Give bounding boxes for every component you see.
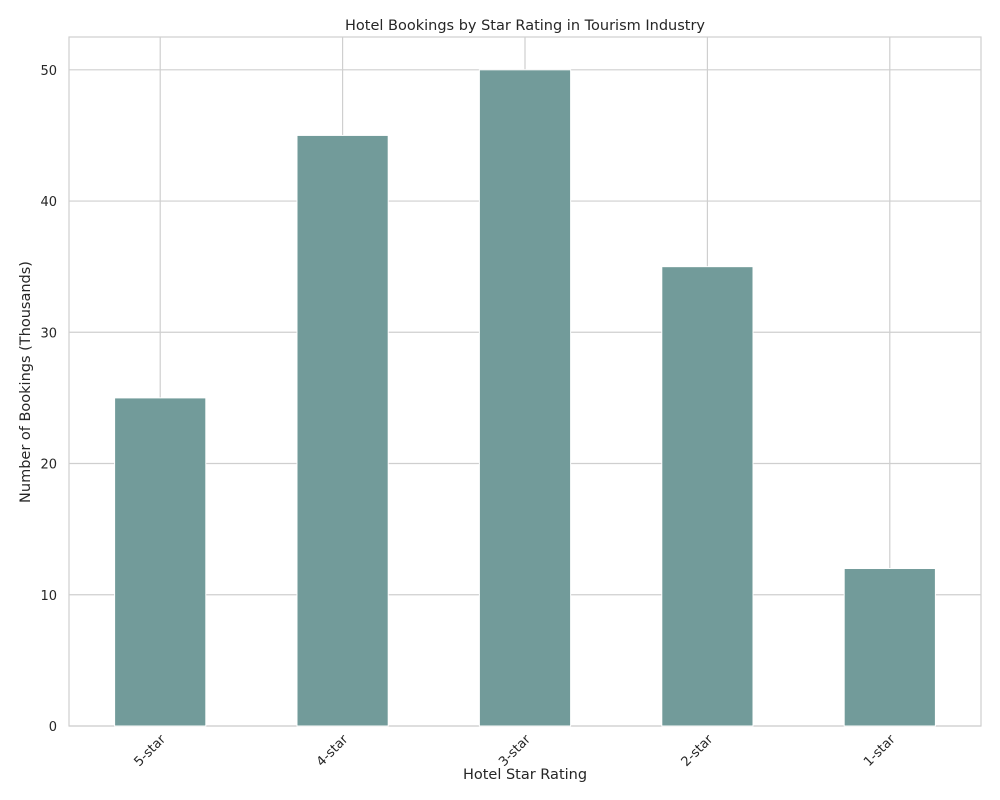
bar-3-star bbox=[478, 69, 572, 727]
y-tick-label: 20 bbox=[40, 458, 57, 473]
bars bbox=[114, 69, 936, 727]
x-tick-label: 4-star bbox=[314, 732, 352, 770]
x-tick-label: 3-star bbox=[496, 732, 534, 770]
y-axis-label: Number of Bookings (Thousands) bbox=[18, 261, 34, 503]
x-tick-label: 1-star bbox=[861, 732, 899, 770]
bar-4-star bbox=[296, 134, 389, 727]
x-axis-label: Hotel Star Rating bbox=[463, 767, 587, 783]
x-tick-labels: 5-star 4-star 3-star 2-star 1-star bbox=[131, 732, 899, 770]
bar-2-star bbox=[661, 266, 754, 727]
bar-5-star bbox=[114, 397, 207, 727]
y-tick-labels: 0 10 20 30 40 50 bbox=[40, 64, 57, 735]
y-tick-label: 30 bbox=[40, 326, 57, 341]
y-tick-label: 0 bbox=[49, 720, 57, 735]
y-tick-label: 50 bbox=[40, 64, 57, 79]
y-tick-label: 40 bbox=[40, 195, 57, 210]
x-tick-label: 2-star bbox=[679, 732, 717, 770]
x-tick-label: 5-star bbox=[131, 732, 169, 770]
chart-title: Hotel Bookings by Star Rating in Tourism… bbox=[345, 18, 705, 34]
y-tick-label: 10 bbox=[40, 589, 57, 604]
bar-1-star bbox=[843, 568, 936, 727]
